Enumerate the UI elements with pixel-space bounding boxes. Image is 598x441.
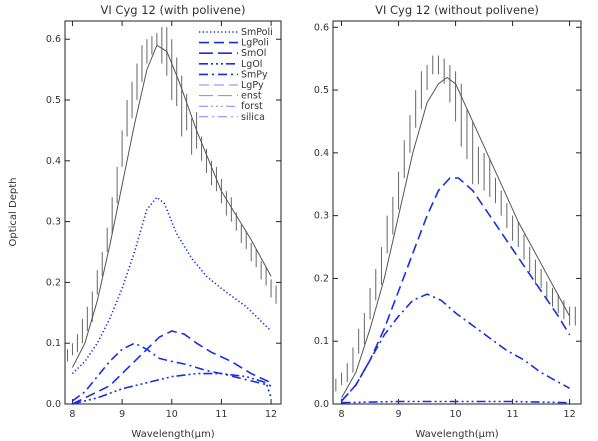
x-tick-label: 9 xyxy=(119,409,125,420)
legend-label-forst: forst xyxy=(241,101,263,112)
y-tick-label: 0.3 xyxy=(46,217,61,228)
observed-error-bars xyxy=(335,55,576,392)
plot-frame xyxy=(64,20,282,405)
legend-label-lgpoli: LgPoli xyxy=(241,38,269,49)
y-tick-label: 0.1 xyxy=(46,338,61,349)
series-line-smpy xyxy=(71,342,272,402)
axis-ticks: 8 9 10 11 12 0.0 0.1 0.2 0.3 0.4 0.5 0.6 xyxy=(314,21,581,420)
axis-ticks: 8 9 10 11 12 0.0 0.1 0.2 0.3 0.4 0.5 0.6 xyxy=(46,21,281,420)
y-tick-label: 0.0 xyxy=(314,399,329,410)
y-tick-label: 0.5 xyxy=(314,85,329,96)
x-tick-label: 11 xyxy=(215,409,227,420)
model-series xyxy=(71,44,272,405)
legend-label-smpoli: SmPoli xyxy=(241,27,273,38)
y-tick-label: 0.2 xyxy=(46,277,61,288)
y-tick-label: 0.6 xyxy=(46,34,61,45)
legend-label-enst: enst xyxy=(241,91,262,102)
x-tick-label: 12 xyxy=(564,409,576,420)
series-line-smpoli xyxy=(71,196,272,375)
legend-label-lgpy: LgPy xyxy=(241,80,264,91)
series-line-lgpoli xyxy=(72,330,272,405)
panel-without-polivene: VI Cyg 12 (without polivene) Wavelength(… xyxy=(314,3,582,440)
y-tick-label: 0.1 xyxy=(314,336,329,347)
y-tick-label: 0.4 xyxy=(314,148,329,159)
plot-frame xyxy=(332,20,582,405)
legend-label-smpy: SmPy xyxy=(241,69,268,80)
x-tick-label: 8 xyxy=(339,409,345,420)
series-line-total xyxy=(341,76,571,398)
y-tick-label: 0.6 xyxy=(314,22,329,33)
y-tick-label: 0.5 xyxy=(46,95,61,106)
x-axis-label: Wavelength(μm) xyxy=(131,429,214,440)
model-series xyxy=(341,76,571,404)
y-tick-label: 0.3 xyxy=(314,211,329,222)
legend-label-smol: SmOl xyxy=(241,48,266,59)
observed-error-bars xyxy=(66,27,277,362)
legend: SmPoliLgPoliSmOlLgOlSmPyLgPyenstforstsil… xyxy=(199,27,273,123)
x-tick-label: 10 xyxy=(450,409,462,420)
x-tick-label: 11 xyxy=(507,409,519,420)
series-line-lgol xyxy=(72,372,272,405)
y-axis-label: Optical Depth xyxy=(8,178,19,247)
x-tick-label: 10 xyxy=(166,409,178,420)
x-axis-label: Wavelength(μm) xyxy=(415,429,498,440)
series-line-lgpoli xyxy=(341,177,571,402)
legend-label-silica: silica xyxy=(241,112,265,123)
legend-label-lgol: LgOl xyxy=(241,59,262,70)
x-tick-label: 12 xyxy=(265,409,277,420)
y-tick-label: 0.4 xyxy=(46,156,61,167)
series-line-lgol xyxy=(341,400,570,404)
series-line-smpy xyxy=(341,293,570,402)
series-line-total xyxy=(71,44,272,368)
x-tick-label: 9 xyxy=(396,409,402,420)
y-tick-label: 0.0 xyxy=(46,399,61,410)
y-tick-label: 0.2 xyxy=(314,273,329,284)
panel-with-polivene: VI Cyg 12 (with polivene) Optical Depth … xyxy=(8,3,282,440)
x-tick-label: 8 xyxy=(69,409,75,420)
chart-title: VI Cyg 12 (with polivene) xyxy=(101,3,246,17)
chart-title: VI Cyg 12 (without polivene) xyxy=(375,3,539,17)
